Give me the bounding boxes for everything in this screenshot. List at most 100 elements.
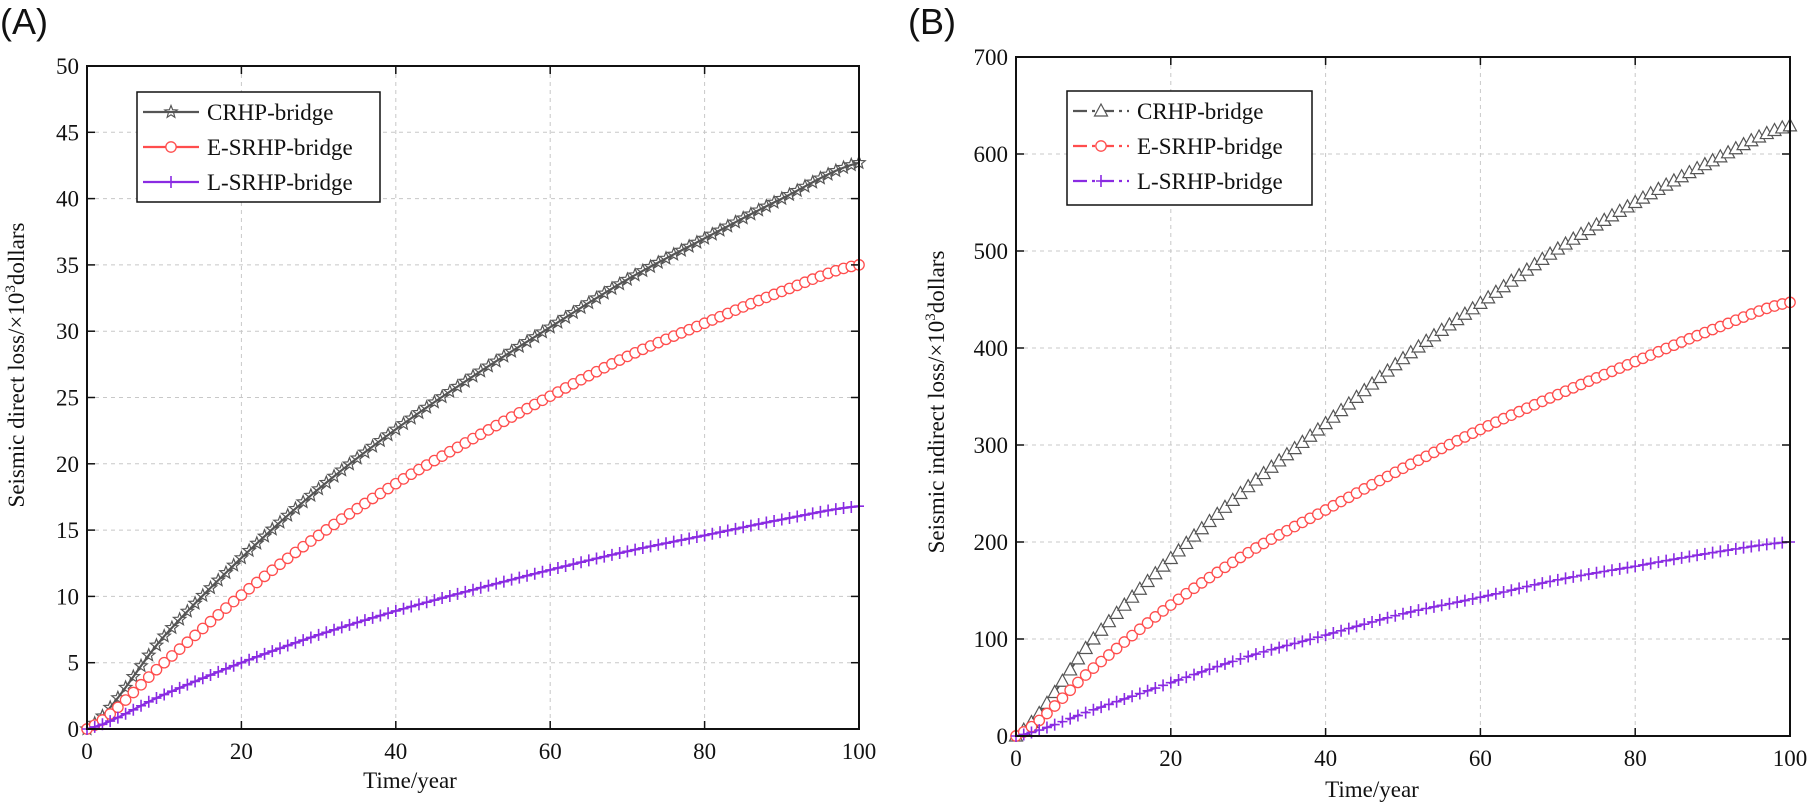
series-marker — [437, 592, 448, 605]
series-e-srhp-bridge — [1010, 296, 1796, 742]
series-marker — [1163, 550, 1179, 565]
series-marker — [1266, 643, 1277, 656]
series-marker — [1227, 655, 1238, 668]
series-marker — [1180, 587, 1193, 600]
legend-entry: CRHP-bridge — [143, 100, 334, 125]
series-marker — [1382, 611, 1393, 624]
series-marker — [179, 603, 196, 618]
series-marker — [1085, 630, 1101, 645]
series-marker — [444, 589, 455, 602]
series-marker — [158, 656, 171, 669]
x-tick-label: 60 — [539, 739, 562, 764]
y-tick-label: 30 — [56, 319, 79, 344]
series-marker — [475, 581, 486, 594]
series-marker — [390, 604, 401, 617]
series-marker — [1088, 703, 1099, 716]
legend-marker — [1093, 102, 1109, 117]
series-marker — [1194, 520, 1210, 535]
series-marker — [298, 634, 309, 647]
series-marker — [645, 540, 656, 553]
x-axis-title-a: Time/year — [363, 768, 457, 793]
series-marker — [1048, 700, 1061, 712]
series-marker — [1140, 573, 1156, 588]
x-tick-label: 0 — [1010, 746, 1022, 771]
series-marker — [136, 699, 147, 712]
series-marker — [1150, 682, 1161, 695]
series-marker — [1079, 669, 1092, 681]
x-tick-label: 60 — [1469, 746, 1492, 771]
series-marker — [1552, 573, 1563, 586]
series-marker — [344, 618, 355, 631]
series-marker — [1405, 605, 1416, 618]
series-marker — [1056, 692, 1069, 705]
y-axis-title-a-suffix: dollars — [4, 222, 29, 285]
series-marker — [468, 583, 478, 596]
series-marker — [336, 621, 347, 634]
series-marker — [1072, 709, 1083, 722]
series-marker — [197, 672, 208, 685]
series-marker — [1209, 506, 1225, 520]
legend-marker — [165, 141, 177, 153]
series-marker — [159, 688, 170, 701]
series-marker — [166, 685, 177, 698]
series-marker — [1178, 535, 1194, 550]
series-marker — [1080, 706, 1091, 719]
series-marker — [1297, 635, 1308, 648]
series-marker — [1109, 605, 1125, 619]
y-tick-label: 35 — [56, 253, 79, 278]
series-marker — [1041, 721, 1052, 734]
series-marker — [1746, 540, 1757, 553]
legend-entry: L-SRHP-bridge — [1073, 169, 1283, 194]
series-marker — [1103, 698, 1114, 711]
series-marker — [383, 607, 394, 620]
series-marker — [1232, 485, 1248, 500]
series-marker — [576, 556, 587, 569]
axes-b — [1015, 56, 1791, 737]
x-tick-label: 80 — [693, 739, 716, 764]
series-marker — [235, 589, 248, 601]
series-marker — [119, 694, 132, 706]
series-marker — [591, 552, 602, 565]
series-layer-b — [1008, 117, 1798, 742]
series-marker — [1529, 578, 1540, 591]
legend-entry: L-SRHP-bridge — [143, 170, 353, 195]
series-marker — [1398, 607, 1408, 620]
series-marker — [1172, 593, 1185, 606]
series-marker — [282, 639, 293, 652]
series-marker — [251, 650, 262, 663]
series-marker — [1157, 605, 1169, 617]
series-marker — [166, 650, 178, 662]
x-tick-label: 40 — [1314, 746, 1337, 771]
series-marker — [1312, 631, 1323, 644]
series-marker — [135, 678, 147, 691]
series-marker — [1217, 499, 1233, 513]
series-marker — [312, 529, 325, 542]
series-marker — [429, 594, 440, 607]
series-marker — [1096, 701, 1107, 714]
series-marker — [117, 679, 134, 695]
series-marker — [1049, 718, 1060, 731]
series-marker — [1201, 513, 1218, 528]
legend-marker — [163, 103, 179, 119]
series-marker — [830, 503, 841, 516]
series-marker — [1356, 382, 1372, 397]
y-axis-title-b-prefix: Seismic indirect loss/×10 — [924, 321, 949, 554]
ticks-a: 0 20 40 60 80 100 0 5 10 15 20 25 30 35 40 45 50 — [56, 54, 876, 764]
series-marker — [1133, 623, 1146, 636]
series-l-srhp-bridge — [1011, 536, 1795, 742]
y-tick-label: 25 — [56, 386, 79, 411]
series-marker — [823, 504, 834, 517]
legend-marker — [1096, 175, 1106, 187]
series-line — [86, 263, 860, 730]
series-marker — [174, 681, 185, 694]
series-marker — [142, 671, 155, 683]
series-marker — [1054, 673, 1070, 687]
series-marker — [329, 623, 340, 636]
series-marker — [838, 501, 849, 514]
series-marker — [1645, 557, 1656, 570]
ticks-b: 0 20 40 60 80 100 0 100 200 300 400 500 600 700 — [974, 45, 1808, 771]
series-marker — [769, 514, 780, 527]
legend-label: CRHP-bridge — [207, 100, 334, 125]
series-marker — [266, 564, 279, 577]
